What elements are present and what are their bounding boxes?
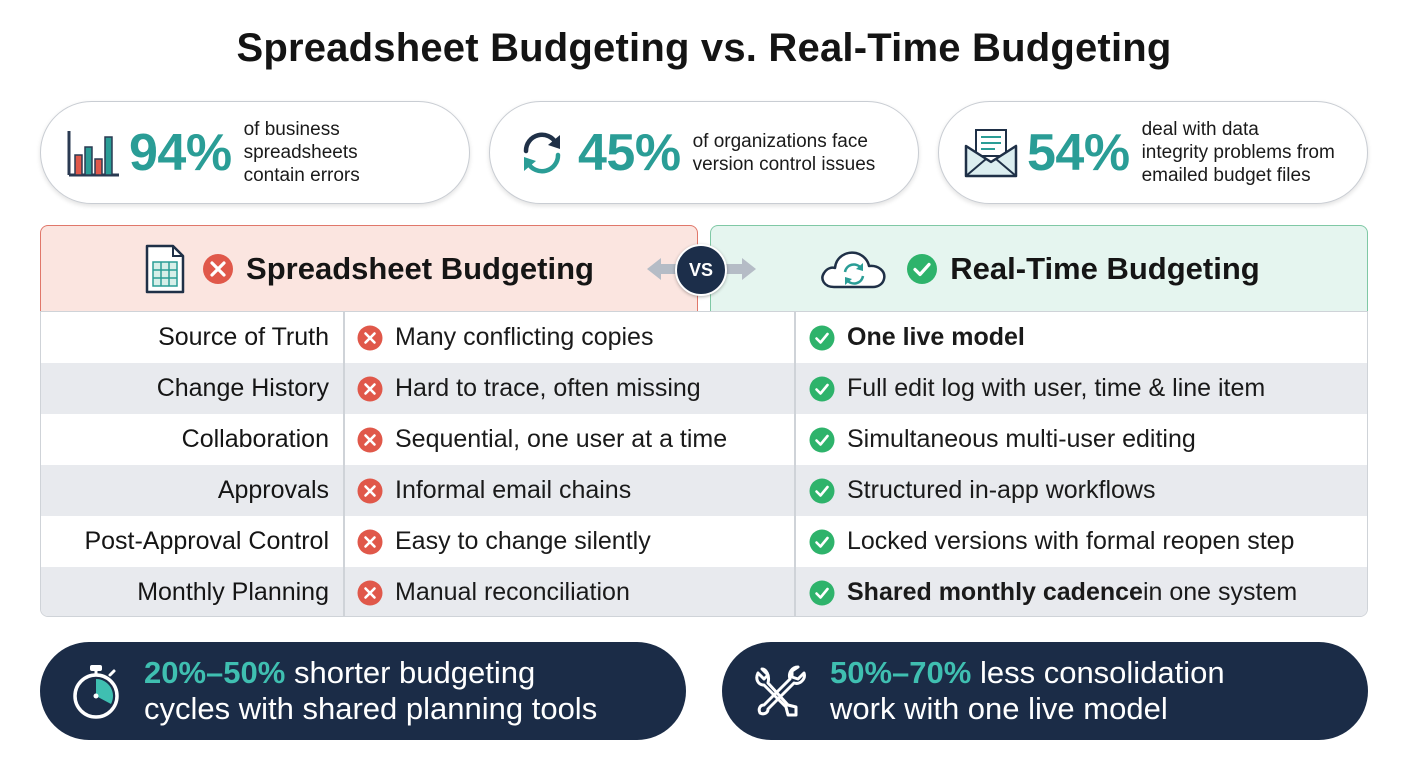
check-circle-icon bbox=[906, 253, 938, 285]
table-row: Collaboration Sequential, one user at a … bbox=[41, 414, 1367, 465]
real-time-cell: Shared monthly cadence in one system bbox=[809, 578, 1297, 607]
stopwatch-icon bbox=[70, 663, 122, 719]
email-icon bbox=[961, 123, 1021, 183]
bar-chart-icon bbox=[63, 123, 123, 183]
row-label: Change History bbox=[156, 374, 329, 402]
consolidation-text: 50%–70% less consolidation work with one… bbox=[830, 655, 1225, 726]
stat-description: of business spreadsheets contain errors bbox=[243, 119, 360, 186]
x-circle-icon bbox=[357, 580, 383, 606]
spreadsheet-cell: Manual reconciliation bbox=[357, 578, 630, 607]
spreadsheet-cell: Easy to change silently bbox=[357, 527, 651, 556]
cloud-sync-icon bbox=[818, 243, 890, 295]
real-time-cell: One live model bbox=[809, 323, 1025, 352]
real-time-budgeting-header: Real-Time Budgeting bbox=[710, 225, 1368, 311]
spreadsheet-cell: Informal email chains bbox=[357, 476, 631, 505]
table-row: Monthly Planning Manual reconciliation S… bbox=[41, 567, 1367, 616]
cycle-time-text: 20%–50% shorter budgeting cycles with sh… bbox=[144, 655, 598, 726]
spreadsheet-budgeting-header: Spreadsheet Budgeting bbox=[40, 225, 698, 311]
column-divider bbox=[343, 312, 345, 616]
x-circle-icon bbox=[357, 376, 383, 402]
stat-value: 54% bbox=[1027, 123, 1130, 182]
page-title: Spreadsheet Budgeting vs. Real-Time Budg… bbox=[236, 26, 1172, 70]
real-time-budgeting-title: Real-Time Budgeting bbox=[950, 250, 1260, 286]
row-label: Monthly Planning bbox=[137, 578, 329, 606]
row-label: Source of Truth bbox=[158, 323, 329, 351]
table-row: Post-Approval Control Easy to change sil… bbox=[41, 516, 1367, 567]
check-circle-icon bbox=[809, 325, 835, 351]
tools-icon bbox=[752, 663, 808, 719]
check-circle-icon bbox=[809, 529, 835, 555]
x-circle-icon bbox=[202, 253, 234, 285]
table-row: Source of Truth Many conflicting copies … bbox=[41, 312, 1367, 363]
spreadsheet-icon bbox=[144, 244, 186, 294]
row-label: Post-Approval Control bbox=[84, 527, 329, 555]
check-circle-icon bbox=[809, 376, 835, 402]
stat-card-version-control: 45% of organizations face version control… bbox=[489, 101, 919, 204]
stat-card-data-integrity: 54% deal with data integrity problems fro… bbox=[938, 101, 1368, 204]
real-time-cell: Full edit log with user, time & line ite… bbox=[809, 374, 1265, 403]
check-circle-icon bbox=[809, 478, 835, 504]
stat-description: deal with data integrity problems from ema… bbox=[1141, 119, 1335, 186]
column-divider bbox=[794, 312, 796, 616]
spreadsheet-cell: Many conflicting copies bbox=[357, 323, 653, 352]
check-circle-icon bbox=[809, 580, 835, 606]
check-circle-icon bbox=[809, 427, 835, 453]
comparison-table: Source of Truth Many conflicting copies … bbox=[40, 311, 1368, 617]
sync-icon bbox=[512, 123, 572, 183]
stat-description: of organizations face version control iss… bbox=[692, 130, 876, 175]
spreadsheet-cell: Hard to trace, often missing bbox=[357, 374, 701, 403]
x-circle-icon bbox=[357, 529, 383, 555]
x-circle-icon bbox=[357, 325, 383, 351]
stat-value: 45% bbox=[578, 123, 681, 182]
stat-card-errors: 94% of business spreadsheets contain error… bbox=[40, 101, 470, 204]
right-arrow-icon bbox=[726, 258, 756, 280]
consolidation-banner: 50%–70% less consolidation work with one… bbox=[722, 642, 1368, 740]
x-circle-icon bbox=[357, 478, 383, 504]
real-time-cell: Locked versions with formal reopen step bbox=[809, 527, 1294, 556]
row-label: Approvals bbox=[217, 476, 329, 504]
x-circle-icon bbox=[357, 427, 383, 453]
real-time-cell: Structured in-app workflows bbox=[809, 476, 1155, 505]
spreadsheet-cell: Sequential, one user at a time bbox=[357, 425, 727, 454]
row-label: Collaboration bbox=[181, 425, 329, 453]
table-row: Change History Hard to trace, often miss… bbox=[41, 363, 1367, 414]
left-arrow-icon bbox=[647, 258, 677, 280]
real-time-cell: Simultaneous multi-user editing bbox=[809, 425, 1196, 454]
table-row: Approvals Informal email chains Structur… bbox=[41, 465, 1367, 516]
spreadsheet-budgeting-title: Spreadsheet Budgeting bbox=[246, 250, 594, 286]
vs-badge: VS bbox=[675, 244, 727, 296]
stat-value: 94% bbox=[129, 123, 232, 182]
cycle-time-banner: 20%–50% shorter budgeting cycles with sh… bbox=[40, 642, 686, 740]
